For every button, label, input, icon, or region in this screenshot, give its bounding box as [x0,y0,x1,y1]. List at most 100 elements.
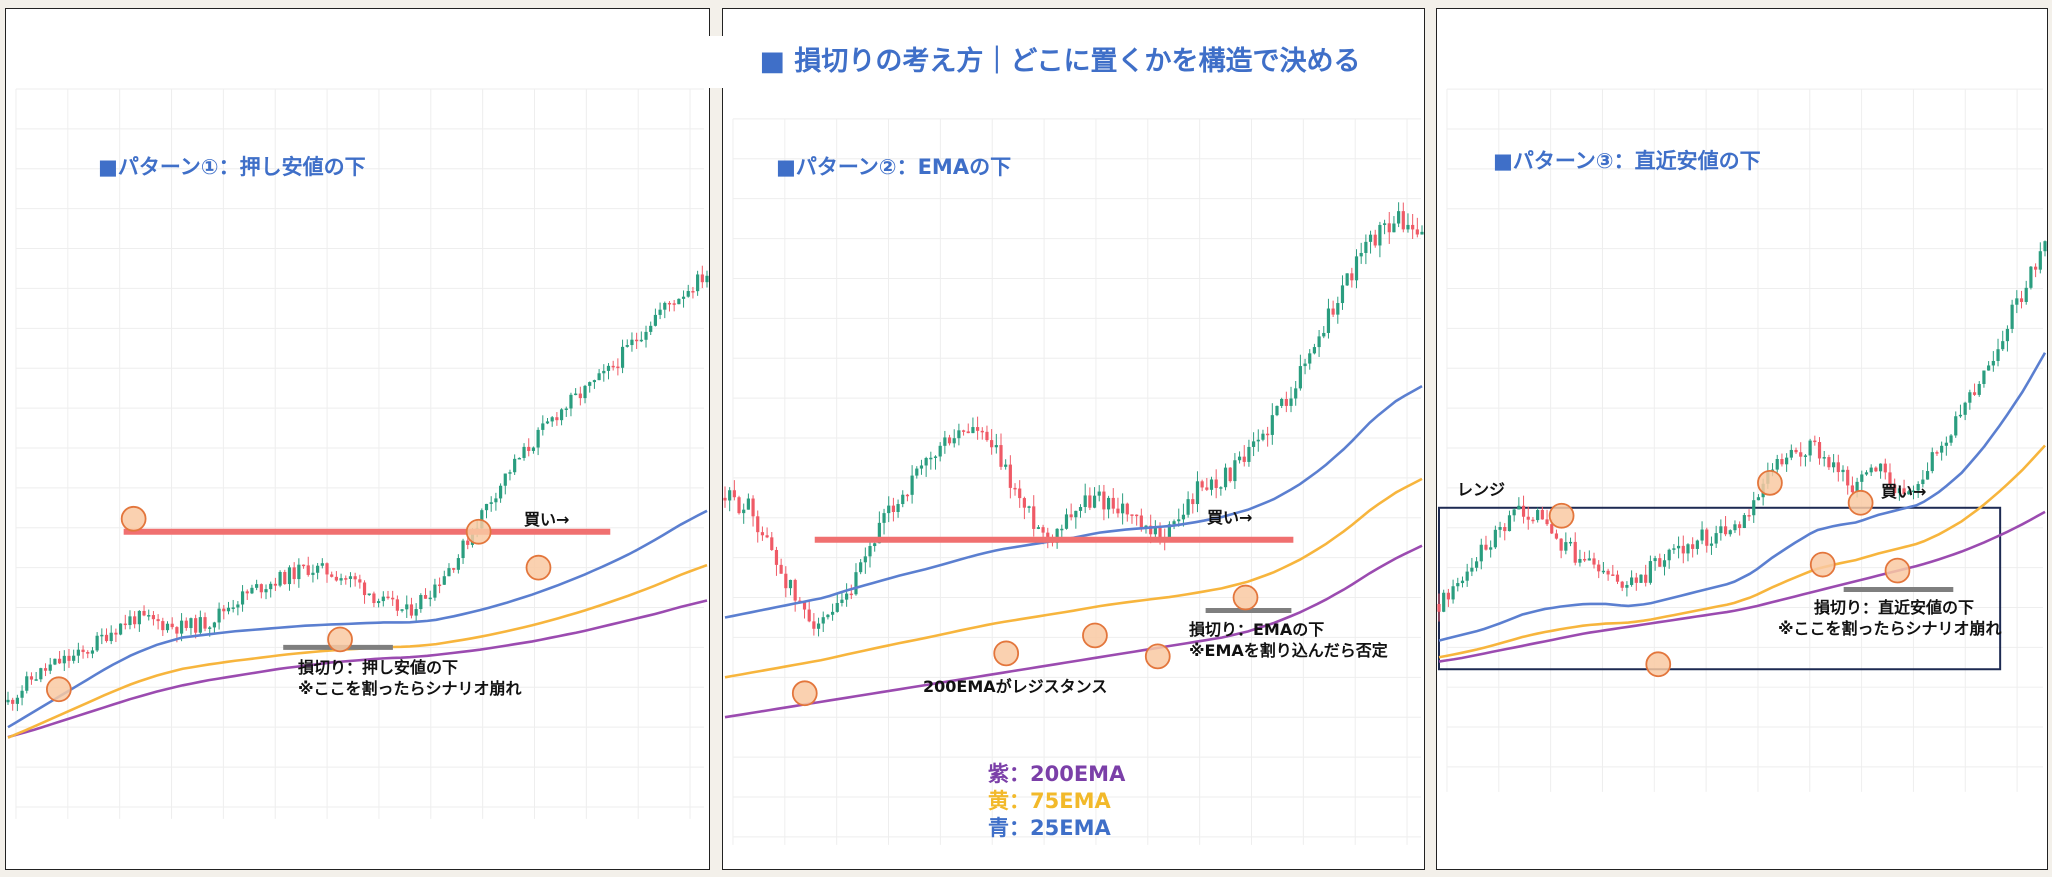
ema200-line [7,599,708,739]
panel-1-stop-label-2: ※ここを割ったらシナリオ崩れ [298,679,522,698]
panel-1-stop-label-1: 損切り：押し安値の下 [298,658,459,677]
candle-body [1540,510,1544,520]
candle-body [1219,487,1223,489]
candle-body [1359,252,1363,257]
candle-body [353,576,357,580]
candle-body [184,620,188,629]
candle-body [367,593,371,596]
candle-body [788,579,793,589]
candle-body [994,445,998,448]
candle-body [1728,530,1732,535]
candle-body [770,537,774,550]
candle-body [339,578,343,581]
candle-body [1526,516,1530,520]
candle-body [240,591,245,605]
candle-body [1991,360,1995,366]
candle-body [189,618,193,629]
candle-body [793,579,797,601]
candle-body [826,614,830,618]
ema200-line [1438,510,2046,663]
swing-marker [993,640,1020,667]
candle-body [751,498,755,517]
candle-body [1135,514,1139,517]
candle-body [1470,567,1474,572]
panel-2-stop-label-1: 損切り：EMAの下 [1189,620,1325,639]
candle-body [133,616,137,625]
candle-body [1888,472,1892,485]
candle-body [255,584,259,588]
candle-body [494,498,498,503]
candle-body [297,564,301,580]
ema25-line [1438,352,2047,642]
candle-body [1874,467,1878,472]
candle-body [1921,479,1925,485]
candle-body [1832,462,1836,468]
candle-body [1415,229,1419,235]
candle-body [957,430,961,439]
candle-body [990,440,994,448]
candle-body [915,468,919,476]
candle-body [1667,549,1671,561]
candle-body [1205,487,1209,490]
candle-body [1200,481,1204,488]
chart-panel-3 [1437,88,2047,792]
candle-body [564,408,568,410]
candle-body [1354,256,1359,281]
candle-body [1578,558,1582,563]
candle-body [938,445,942,457]
candle-body [1172,521,1176,525]
swing-marker [791,680,818,707]
candle-body [1284,398,1288,406]
candle-body [1479,544,1483,562]
swing-marker [1757,469,1783,496]
ema75-line [7,563,708,739]
candle-body [90,650,95,654]
candle-body [1303,363,1307,367]
candle-body [128,616,132,626]
candle-body [1004,464,1008,467]
candle-body [1078,507,1083,511]
candle-body [362,582,367,596]
ema75-line [724,477,1423,679]
candle-body [1630,577,1634,585]
candle-body [1209,479,1214,490]
candle-body [11,699,15,704]
panel-2: ■パターン②：EMAの下 買い→ 損切り：EMAの下 ※EMAを割り込んだら否定… [722,8,1425,870]
candle-body [1949,435,1953,443]
candle-body [1662,560,1667,567]
candle-body [1074,510,1078,518]
candle-body [306,565,310,575]
candle-body [2038,251,2042,270]
candle-body [43,668,48,671]
candle-body [1289,398,1293,406]
candle-body [414,609,418,616]
candle-body [1474,561,1479,568]
panel-3: ■パターン③：直近安値の下 レンジ 買い→ 損切り：直近安値の下 ※ここを割った… [1436,8,2048,870]
candle-body [1083,495,1087,508]
candle-body [1583,558,1587,561]
candle-body [891,505,895,512]
candle-body [732,490,736,498]
candle-body [910,475,914,495]
swing-marker [1847,489,1874,516]
candle-body [1878,463,1883,472]
candle-body [226,607,231,612]
swing-marker [1082,622,1108,649]
candle-body [1186,499,1190,515]
candle-body [386,596,390,599]
candle-body [1935,452,1939,454]
panel-2-resistance-label: 200EMAがレジスタンス [923,677,1108,696]
ema75-line [1438,444,2046,659]
candle-body [658,309,662,315]
candle-body [1940,445,1944,453]
candle-body [1545,519,1549,525]
candle-body [588,382,592,386]
candle-body [29,676,34,680]
candle-body [1451,586,1455,600]
candle-body [1559,538,1563,551]
candle-body [952,438,956,444]
candle-body [1125,503,1129,515]
candle-body [929,457,933,460]
candle-body [1733,524,1737,531]
candle-body [461,540,465,559]
